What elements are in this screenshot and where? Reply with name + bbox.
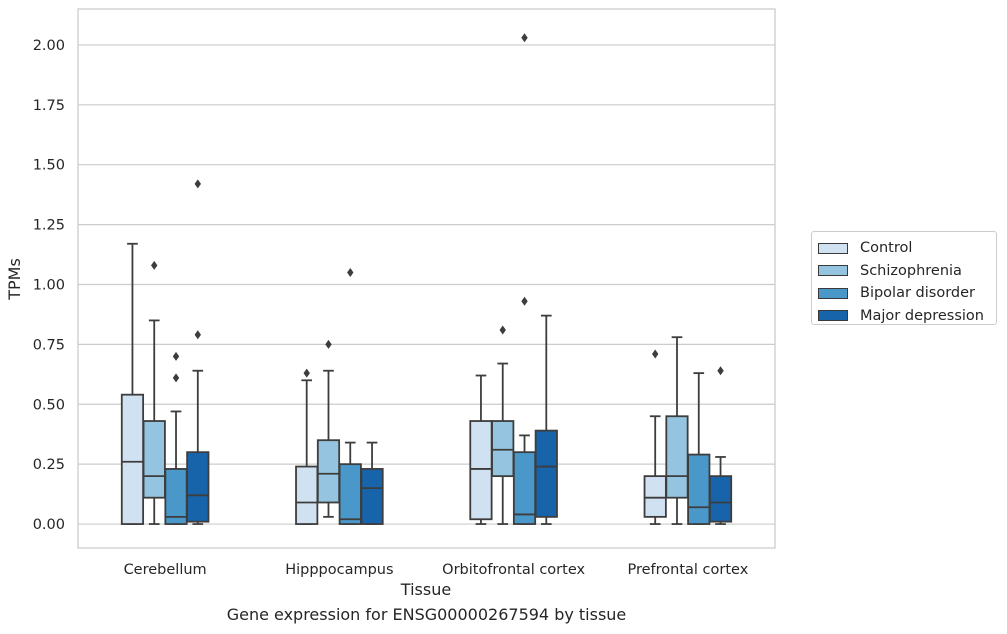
- legend-swatch-major-depression: [818, 310, 848, 322]
- box-control: [295, 368, 319, 525]
- box-schizophrenia: [665, 336, 689, 525]
- outlier-point: [172, 373, 180, 383]
- x-tick-label: Hipppocampus: [285, 562, 393, 578]
- legend-swatch-control: [818, 242, 848, 254]
- legend-label-control: Control: [860, 240, 913, 257]
- box-iqr: [295, 465, 319, 525]
- outlier-point: [303, 368, 310, 378]
- box-iqr: [120, 393, 145, 525]
- y-tick-label: 2.00: [33, 38, 65, 54]
- box-iqr: [491, 420, 515, 478]
- legend-item-control: Control: [818, 237, 996, 260]
- y-tick-label: 1.25: [33, 218, 65, 234]
- outlier-point: [521, 33, 528, 43]
- box-iqr: [643, 475, 667, 518]
- box-iqr: [316, 439, 341, 504]
- box-iqr: [338, 463, 362, 525]
- box-major-depression: [534, 314, 558, 525]
- box-iqr: [512, 451, 537, 525]
- box-major-depression: [708, 366, 733, 525]
- y-tick-labels: 0.00 0.25 0.50 0.75 1.00 1.25 1.50 1.75 2.00: [33, 38, 65, 533]
- box-iqr: [534, 429, 558, 518]
- legend-label-schizophrenia: Schizophrenia: [860, 262, 962, 279]
- x-tick-label: Prefrontal cortex: [627, 562, 748, 578]
- legend-item-major-depression: Major depression: [818, 305, 996, 328]
- legend-label-major-depression: Major depression: [860, 307, 984, 324]
- y-tick-label: 0.25: [33, 457, 65, 473]
- box-control: [643, 349, 667, 525]
- box-bipolar-disorder: [164, 351, 188, 525]
- box-schizophrenia: [491, 325, 515, 525]
- y-tick-label: 0.00: [33, 517, 65, 533]
- box-schizophrenia: [142, 260, 166, 525]
- box-iqr: [469, 420, 493, 521]
- box-control: [469, 374, 493, 525]
- x-axis-label: Tissue: [400, 580, 451, 599]
- outlier-point: [499, 325, 506, 335]
- outlier-point: [347, 268, 354, 278]
- x-tick-labels: Cerebellum Hipppocampus Orbitofrontal cort…: [124, 562, 749, 578]
- box-bipolar-disorder: [338, 268, 362, 525]
- legend-swatch-bipolar-disorder: [818, 287, 848, 299]
- box-major-depression: [186, 179, 210, 525]
- figure-caption: Gene expression for ENSG00000267594 by t…: [226, 605, 627, 624]
- y-tick-label: 1.50: [33, 158, 65, 174]
- box-major-depression: [360, 441, 384, 525]
- y-tick-label: 0.50: [33, 397, 65, 413]
- legend-label-bipolar-disorder: Bipolar disorder: [860, 285, 975, 302]
- x-tick-label: Cerebellum: [124, 562, 207, 578]
- box-control: [120, 242, 145, 525]
- outlier-point: [151, 260, 158, 270]
- legend-item-bipolar-disorder: Bipolar disorder: [818, 282, 996, 305]
- outlier-point: [652, 349, 659, 359]
- legend-item-schizophrenia: Schizophrenia: [818, 260, 996, 283]
- y-tick-label: 1.00: [33, 277, 65, 293]
- outlier-point: [717, 366, 724, 376]
- outlier-point: [325, 339, 332, 349]
- outlier-point: [521, 296, 528, 306]
- box-iqr: [186, 451, 210, 523]
- box-iqr: [164, 468, 188, 525]
- box-iqr: [142, 420, 166, 499]
- y-tick-label: 0.75: [33, 337, 65, 353]
- outlier-point: [194, 330, 201, 340]
- box-bipolar-disorder: [687, 372, 711, 525]
- x-tick-label: Orbitofrontal cortex: [442, 562, 585, 578]
- legend: Control Schizophrenia Bipolar disorder M…: [811, 231, 997, 325]
- box-series: [120, 33, 733, 525]
- box-iqr: [360, 468, 384, 525]
- box-iqr: [687, 453, 711, 525]
- legend-swatch-schizophrenia: [818, 265, 848, 277]
- plot-frame: [77, 8, 776, 549]
- box-schizophrenia: [316, 339, 341, 518]
- box-bipolar-disorder: [512, 33, 537, 525]
- y-axis-label: TPMs: [5, 258, 24, 301]
- box-iqr: [665, 415, 689, 499]
- outlier-point: [172, 351, 180, 361]
- y-tick-label: 1.75: [33, 98, 65, 114]
- outlier-point: [194, 179, 201, 189]
- box-iqr: [708, 475, 733, 523]
